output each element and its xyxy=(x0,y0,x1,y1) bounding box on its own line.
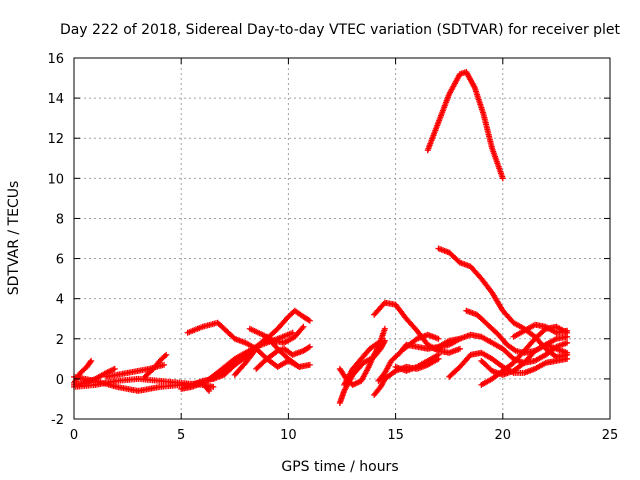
data-points xyxy=(71,69,571,406)
data-point xyxy=(381,325,388,332)
data-point xyxy=(206,387,213,394)
data-point xyxy=(499,175,506,182)
series-arc-12 xyxy=(231,333,303,378)
data-point xyxy=(435,351,442,358)
series-arc-22 xyxy=(401,331,442,352)
data-point xyxy=(306,343,313,350)
y-tick-label: 14 xyxy=(47,92,64,107)
x-tick-label: 5 xyxy=(177,428,185,443)
data-point xyxy=(87,359,94,366)
data-point xyxy=(210,383,217,390)
data-point xyxy=(299,324,306,331)
series-arc-21 xyxy=(392,351,442,374)
y-tick-label: 6 xyxy=(56,253,64,268)
y-tick-label: 2 xyxy=(56,333,64,348)
x-tick-label: 25 xyxy=(602,428,619,443)
series-arc-17 xyxy=(341,339,382,388)
data-point xyxy=(380,301,387,308)
data-point xyxy=(564,339,571,346)
data-point xyxy=(306,361,313,368)
axis-ticks: 0 5 10 15 20 25 -2 0 2 4 6 8 10 12 14 16 xyxy=(47,52,618,443)
data-point xyxy=(306,317,313,324)
series-arc-28 xyxy=(478,333,571,378)
y-tick-label: 16 xyxy=(47,52,64,67)
data-point xyxy=(305,316,312,323)
data-point xyxy=(305,344,312,351)
data-point xyxy=(435,335,442,342)
data-point xyxy=(161,353,168,360)
data-point xyxy=(564,349,571,356)
x-tick-label: 15 xyxy=(387,428,404,443)
series-arc-6 xyxy=(141,351,170,380)
y-tick-label: 8 xyxy=(56,212,64,227)
x-tick-label: 0 xyxy=(70,428,78,443)
y-tick-label: 12 xyxy=(47,132,64,147)
y-tick-label: 4 xyxy=(56,293,64,308)
data-point xyxy=(564,355,571,362)
data-point xyxy=(163,351,170,358)
series-arc-23 xyxy=(424,69,506,182)
series-arc-5 xyxy=(103,361,168,380)
x-tick-label: 10 xyxy=(280,428,297,443)
data-point xyxy=(564,327,571,334)
data-point xyxy=(161,361,168,368)
series-arc-13 xyxy=(246,323,307,346)
chart-title: Day 222 of 2018, Sidereal Day-to-day VTE… xyxy=(60,22,621,38)
series-arc-16 xyxy=(336,325,388,388)
grid-lines xyxy=(74,58,610,419)
data-point xyxy=(375,339,382,346)
data-point xyxy=(88,357,95,364)
data-point xyxy=(296,363,303,370)
series-arc-26 xyxy=(446,349,571,380)
data-point xyxy=(374,345,381,352)
y-tick-label: 10 xyxy=(47,172,64,187)
data-point xyxy=(205,386,211,393)
data-point xyxy=(456,345,463,352)
y-tick-label: -2 xyxy=(51,413,64,428)
data-point xyxy=(294,362,301,369)
plot-frame xyxy=(73,57,611,420)
series-arc-14 xyxy=(253,343,313,372)
x-axis-label: GPS time / hours xyxy=(281,459,398,475)
series-arc-24 xyxy=(435,245,571,360)
data-point xyxy=(300,323,307,330)
data-point xyxy=(111,365,118,372)
x-tick-label: 20 xyxy=(495,428,512,443)
y-axis-label: SDTVAR / TECUs xyxy=(6,181,22,296)
series-arc-30 xyxy=(510,321,571,340)
y-tick-label: 0 xyxy=(56,373,64,388)
